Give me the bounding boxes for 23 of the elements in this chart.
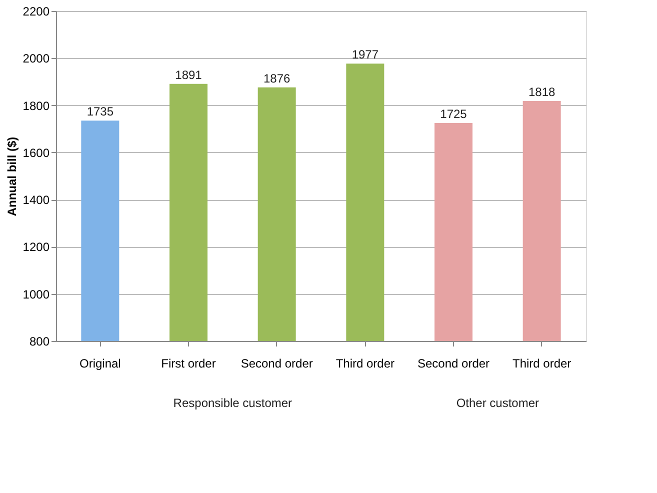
x-tick-label: Original <box>79 356 121 370</box>
data-label: 1725 <box>440 106 468 121</box>
y-tick-label: 1600 <box>22 146 50 160</box>
y-tick-label: 800 <box>29 334 50 348</box>
y-axis-title: Annual bill ($) <box>4 136 19 216</box>
data-label: 1735 <box>86 104 114 119</box>
x-tick-label: Third order <box>512 356 572 370</box>
data-label: 1891 <box>175 68 202 82</box>
y-tick-label: 1400 <box>22 193 50 208</box>
x-tick-label: Second order <box>417 356 490 370</box>
text: Other customer <box>456 396 540 410</box>
y-tick-label: 1000 <box>22 287 50 302</box>
x-tick-label: Second order <box>240 356 313 370</box>
x-tick-label: First order <box>161 356 216 370</box>
data-label: 1977 <box>352 48 379 62</box>
text: Responsible customer <box>173 396 292 410</box>
y-tick-label: 1200 <box>22 240 50 254</box>
data-label: 1876 <box>263 71 291 86</box>
y-tick-label: 2200 <box>22 4 50 18</box>
y-tick-label: 1800 <box>22 98 50 113</box>
data-label: 1818 <box>528 85 556 100</box>
y-tick-label: 2000 <box>22 52 50 66</box>
x-tick-label: Third order <box>336 356 395 370</box>
